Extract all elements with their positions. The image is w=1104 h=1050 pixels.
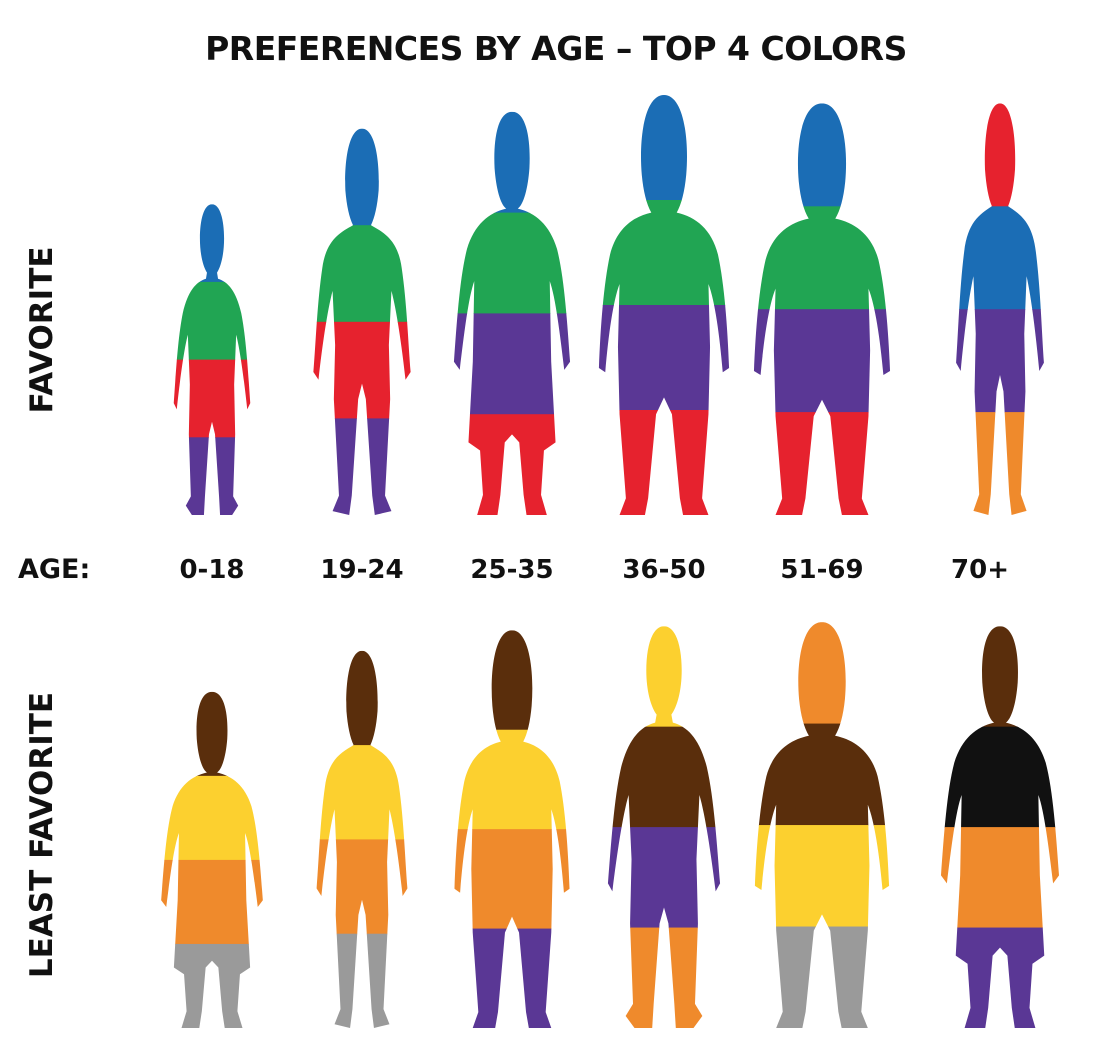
- least-favorite-51-69-rank-2-brown-band: [754, 723, 890, 826]
- favorite-36-50-rank-1-blue-band: [598, 95, 730, 201]
- least-favorite-figure-36-50: [607, 626, 721, 1028]
- favorite-25-35-rank-3-purple-band: [453, 313, 571, 415]
- least-favorite-19-24-rank-1-brown-band: [316, 650, 408, 746]
- favorite-25-35-rank-2-green-band: [453, 212, 571, 314]
- favorite-19-24-rank-2-green-band: [313, 225, 411, 323]
- favorite-0-18-rank-4-purple-band: [173, 437, 251, 515]
- least-favorite-70+-rank-3-orange-band: [940, 827, 1060, 929]
- favorite-19-24-rank-3-red-band: [313, 321, 411, 419]
- favorite-19-24-rank-4-purple-band: [313, 418, 411, 515]
- age-tick-label: 36-50: [622, 555, 705, 585]
- least-favorite-36-50-rank-1-yellow-band: [607, 626, 721, 728]
- favorite-figure-25-35: [453, 111, 571, 515]
- favorite-70+-rank-4-orange-band: [956, 412, 1044, 515]
- favorite-25-35-rank-4-red-band: [453, 414, 571, 515]
- age-tick-label: 19-24: [320, 555, 403, 585]
- age-tick-label: 25-35: [470, 555, 553, 585]
- favorite-0-18-rank-2-green-band: [173, 281, 251, 361]
- least-favorite-19-24-rank-3-orange-band: [316, 839, 408, 935]
- least-favorite-51-69-rank-1-orange-band: [754, 622, 890, 725]
- least-favorite-figure-19-24: [316, 650, 408, 1028]
- favorite-70+-rank-3-purple-band: [956, 309, 1044, 413]
- age-tick-label: 51-69: [780, 555, 863, 585]
- least-favorite-19-24-rank-4-gray-band: [316, 933, 408, 1028]
- least-favorite-36-50-rank-3-purple-band: [607, 827, 721, 929]
- least-favorite-25-35-rank-4-purple-band: [454, 928, 570, 1028]
- chart-title: PREFERENCES BY AGE – TOP 4 COLORS: [205, 29, 907, 68]
- least-favorite-70+-rank-4-purple-band: [940, 927, 1060, 1028]
- favorite-70+-rank-1-red-band: [956, 103, 1044, 207]
- favorite-25-35-rank-1-blue-band: [453, 111, 571, 214]
- least-favorite-70+-rank-1-brown-band: [940, 626, 1060, 728]
- favorite-51-69-rank-3-purple-band: [753, 309, 891, 413]
- favorite-figure-51-69: [753, 103, 891, 515]
- favorite-0-18-rank-1-blue-band: [173, 204, 251, 283]
- age-tick-label: 0-18: [179, 555, 244, 585]
- least-favorite-0-18-rank-1-brown-band: [161, 691, 263, 777]
- favorite-51-69-rank-1-blue-band: [753, 103, 891, 207]
- least-favorite-36-50-rank-2-brown-band: [607, 726, 721, 828]
- favorite-figure-70+: [956, 103, 1044, 515]
- favorite-figure-19-24: [313, 128, 411, 515]
- favorite-figures: [173, 95, 1044, 515]
- least-favorite-51-69-rank-4-gray-band: [754, 926, 890, 1028]
- age-axis-label: AGE:: [18, 554, 90, 585]
- favorite-36-50-rank-3-purple-band: [598, 305, 730, 411]
- least-favorite-51-69-rank-3-yellow-band: [754, 825, 890, 928]
- favorite-row-label: FAVORITE: [24, 246, 60, 413]
- least-favorite-figure-0-18: [161, 691, 263, 1028]
- least-favorite-0-18-rank-3-orange-band: [161, 859, 263, 945]
- least-favorite-0-18-rank-2-yellow-band: [161, 775, 263, 861]
- least-favorite-figures: [161, 622, 1060, 1028]
- favorite-36-50-rank-4-red-band: [598, 410, 730, 515]
- least-favorite-25-35-rank-1-brown-band: [454, 630, 570, 731]
- age-tick-label: 70+: [951, 555, 1009, 585]
- least-favorite-70+-rank-2-black-band: [940, 726, 1060, 828]
- favorite-figure-0-18: [173, 204, 251, 515]
- least-favorite-19-24-rank-2-yellow-band: [316, 745, 408, 840]
- least-favorite-25-35-rank-3-orange-band: [454, 829, 570, 930]
- favorite-figure-36-50: [598, 95, 730, 515]
- age-labels: 0-18 19-24 25-35 36-50 51-69 70+: [179, 555, 1009, 585]
- favorite-51-69-rank-2-green-band: [753, 206, 891, 310]
- favorite-70+-rank-2-blue-band: [956, 206, 1044, 310]
- favorite-0-18-rank-3-red-band: [173, 359, 251, 438]
- least-favorite-row-label: LEAST FAVORITE: [24, 692, 60, 978]
- least-favorite-36-50-rank-4-orange-band: [607, 927, 721, 1028]
- favorite-51-69-rank-4-red-band: [753, 412, 891, 515]
- least-favorite-25-35-rank-2-yellow-band: [454, 729, 570, 830]
- least-favorite-figure-51-69: [754, 622, 890, 1028]
- favorite-19-24-rank-1-blue-band: [313, 128, 411, 226]
- least-favorite-figure-70+: [940, 626, 1060, 1028]
- least-favorite-0-18-rank-4-gray-band: [161, 943, 263, 1028]
- favorite-36-50-rank-2-green-band: [598, 200, 730, 306]
- least-favorite-figure-25-35: [454, 630, 570, 1028]
